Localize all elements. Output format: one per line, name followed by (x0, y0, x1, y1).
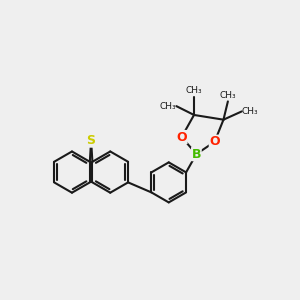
Text: CH₃: CH₃ (160, 102, 176, 111)
Text: O: O (209, 135, 220, 148)
Text: CH₃: CH₃ (186, 86, 202, 95)
Text: O: O (176, 130, 187, 143)
Text: CH₃: CH₃ (242, 107, 258, 116)
Text: S: S (87, 134, 96, 147)
Text: CH₃: CH₃ (220, 91, 236, 100)
Text: B: B (192, 148, 201, 160)
